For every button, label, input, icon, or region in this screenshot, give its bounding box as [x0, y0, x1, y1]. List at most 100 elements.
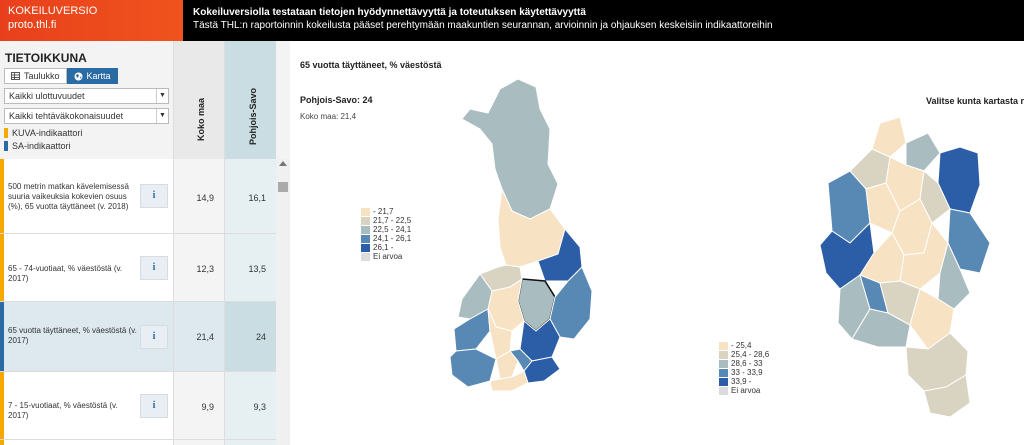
chevron-down-icon: ▼ — [156, 89, 168, 103]
legend-label: 21,7 - 22,5 — [373, 216, 412, 225]
dimension-select-value: Kaikki ulottuvuudet — [9, 91, 85, 101]
task-select[interactable]: Kaikki tehtäväkokonaisuudet ▼ — [4, 108, 169, 124]
row-label: 500 metrin matkan kävelemisessä suuria v… — [8, 182, 129, 211]
map-title: 65 vuotta täyttäneet, % väestöstä — [300, 60, 442, 70]
map-view-button[interactable]: Kartta — [66, 68, 118, 84]
row-value-koko: 9,9 — [173, 372, 224, 439]
map-view: 65 vuotta täyttäneet, % väestöstä Pohjoi… — [290, 41, 1024, 445]
legend-swatch — [719, 350, 728, 359]
row-label: 65 - 74-vuotiaat, % väestöstä (v. 2017) — [8, 264, 123, 283]
finland-region-map[interactable] — [440, 69, 610, 399]
legend-swatch — [719, 341, 728, 350]
scrollbar-thumb[interactable] — [278, 182, 288, 192]
map-view-label: Kartta — [86, 71, 111, 81]
column-header-region-label: Pohjois-Savo — [248, 87, 258, 145]
country-value: Koko maa: 21,4 — [300, 112, 357, 121]
table-icon — [11, 72, 20, 80]
legend-label: 33 - 33,9 — [731, 368, 763, 377]
region-varsinais-suomi[interactable] — [449, 348, 497, 388]
column-header-koko-maa[interactable]: Koko maa — [173, 41, 224, 159]
row-value-region: 24 — [224, 302, 276, 371]
region-lappi[interactable] — [461, 78, 559, 220]
column-header-koko-label: Koko maa — [196, 97, 206, 141]
table-scrollbar[interactable] — [276, 159, 290, 445]
municipality[interactable] — [923, 374, 971, 418]
kuva-indicator-bar — [0, 372, 4, 439]
row-value-region: 9,3 — [224, 372, 276, 439]
chevron-down-icon: ▼ — [156, 109, 168, 123]
row-label: 65 vuotta täyttäneet, % väestöstä (v. 20… — [8, 326, 137, 345]
legend-kuva: KUVA-indikaattori — [4, 128, 82, 138]
notice-title: Kokeiluversiolla testataan tietojen hyöd… — [193, 7, 586, 18]
region-uusimaa[interactable] — [489, 370, 529, 392]
info-button[interactable]: i — [140, 325, 168, 349]
municipality[interactable] — [905, 132, 941, 172]
row-value-region: 16,1 — [224, 159, 276, 233]
row-value-koko — [173, 440, 224, 445]
legend-label: - 25,4 — [731, 341, 752, 350]
legend-label: Ei arvoa — [373, 252, 403, 261]
app-header: KOKEILUVERSIO proto.thl.fi Kokeiluversio… — [0, 0, 1024, 41]
region-kainuu[interactable] — [537, 227, 583, 282]
region-kanta-hame[interactable] — [495, 350, 519, 380]
panel-title: TIETOIKKUNA — [5, 51, 87, 65]
sa-indicator-bar — [0, 302, 4, 371]
task-select-value: Kaikki tehtäväkokonaisuudet — [9, 111, 124, 121]
map-legend-municipalities: - 25,4 25,4 - 28,6 28,6 - 33 33 - 33,9 3… — [719, 341, 769, 395]
kuva-indicator-bar — [0, 159, 4, 233]
info-button[interactable]: i — [140, 394, 168, 418]
column-header-region[interactable]: Pohjois-Savo — [224, 41, 276, 159]
kuva-indicator-bar — [0, 234, 4, 301]
map-legend-regions: - 21,7 21,7 - 22,5 22,5 - 24,1 24,1 - 26… — [361, 207, 411, 261]
brand-logo[interactable]: KOKEILUVERSIO proto.thl.fi — [0, 0, 183, 41]
legend-swatch — [719, 359, 728, 368]
table-view-label: Taulukko — [24, 71, 60, 81]
legend-label: 26,1 - — [373, 243, 394, 252]
beta-notice: Kokeiluversiolla testataan tietojen hyöd… — [183, 0, 1024, 41]
row-value-koko: 21,4 — [173, 302, 224, 371]
legend-item: 26,1 - — [361, 243, 411, 252]
legend-item: Ei arvoa — [719, 386, 769, 395]
select-municipality-hint: Valitse kunta kartasta nähdäksesi — [926, 96, 1024, 106]
notice-subtitle: Tästä THL:n raportoinnin kokeilusta pääs… — [193, 20, 773, 31]
dimension-select[interactable]: Kaikki ulottuvuudet ▼ — [4, 88, 169, 104]
table-row[interactable] — [0, 440, 276, 445]
legend-label: 33,9 - — [731, 377, 752, 386]
table-view-button[interactable]: Taulukko — [4, 68, 67, 84]
view-toggle: Taulukko Kartta — [4, 68, 118, 84]
info-button[interactable]: i — [140, 184, 168, 208]
legend-item: 28,6 - 33 — [719, 359, 769, 368]
row-value-region — [224, 440, 276, 445]
table-row-selected[interactable]: 65 vuotta täyttäneet, % väestöstä (v. 20… — [0, 302, 276, 372]
municipality[interactable] — [871, 116, 907, 158]
legend-label: 28,6 - 33 — [731, 359, 763, 368]
globe-icon — [74, 72, 83, 80]
legend-kuva-label: KUVA-indikaattori — [12, 128, 83, 138]
scroll-up-icon[interactable] — [279, 161, 287, 166]
legend-item: 22,5 - 24,1 — [361, 225, 411, 234]
legend-swatch — [361, 216, 370, 225]
table-row[interactable]: 500 metrin matkan kävelemisessä suuria v… — [0, 159, 276, 234]
legend-item: Ei arvoa — [361, 252, 411, 261]
info-button[interactable]: i — [140, 256, 168, 280]
municipality[interactable] — [919, 170, 951, 224]
legend-label: 24,1 - 26,1 — [373, 234, 412, 243]
legend-swatch — [361, 243, 370, 252]
table-row[interactable]: 7 - 15-vuotiaat, % väestöstä (v. 2017) i… — [0, 372, 276, 440]
brand-title: KOKEILUVERSIO — [8, 5, 98, 17]
legend-swatch — [361, 225, 370, 234]
row-label: 7 - 15-vuotiaat, % väestöstä (v. 2017) — [8, 401, 118, 420]
legend-label: 25,4 - 28,6 — [731, 350, 770, 359]
kuva-swatch — [4, 128, 8, 138]
legend-item: 21,7 - 22,5 — [361, 216, 411, 225]
row-value-koko: 14,9 — [173, 159, 224, 233]
municipality-map[interactable] — [820, 113, 1000, 423]
legend-swatch — [361, 207, 370, 216]
legend-swatch — [361, 252, 370, 261]
kuva-indicator-bar — [0, 440, 4, 445]
legend-item: - 21,7 — [361, 207, 411, 216]
indicator-table: 500 metrin matkan kävelemisessä suuria v… — [0, 159, 276, 445]
legend-item: 33 - 33,9 — [719, 368, 769, 377]
table-row[interactable]: 65 - 74-vuotiaat, % väestöstä (v. 2017) … — [0, 234, 276, 302]
legend-sa: SA-indikaattori — [4, 141, 71, 151]
